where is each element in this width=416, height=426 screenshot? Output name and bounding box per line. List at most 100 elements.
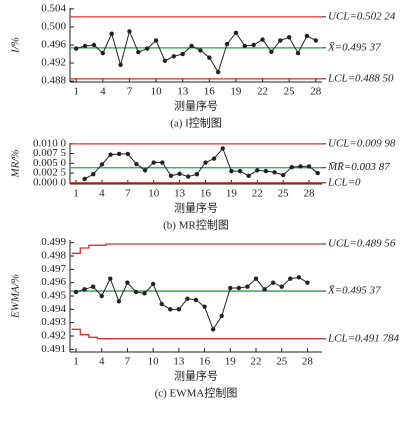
data-point (298, 164, 303, 169)
x-tick-label: 13 (174, 188, 186, 200)
x-tick-label: 16 (199, 356, 211, 368)
y-tick-label: 0.491 (41, 343, 66, 355)
y-tick-label: 0.497 (41, 263, 66, 275)
data-point (159, 301, 164, 307)
data-point (219, 313, 224, 319)
data-point (270, 280, 276, 285)
data-point (125, 280, 130, 285)
data-point (82, 287, 87, 292)
data-point (228, 285, 233, 291)
x-tick-label: 13 (177, 86, 189, 98)
data-point (194, 172, 200, 177)
x-tick-label: 10 (151, 86, 163, 98)
data-point (295, 50, 301, 56)
y-axis-label: EWMA/% (10, 274, 22, 319)
y-tick-label: 0.495 (41, 290, 66, 302)
y-tick-label: 0.496 (41, 39, 66, 51)
x-tick-label: 16 (204, 86, 216, 98)
data-point (109, 31, 114, 36)
x-tick-label: 10 (148, 356, 160, 368)
reference-label: X̄=0.495 37 (327, 41, 381, 53)
x-tick-label: 1 (73, 188, 79, 200)
caption: (c) EWMA控制图 (155, 386, 238, 400)
data-point (193, 297, 199, 303)
data-point (168, 307, 173, 312)
data-point (289, 165, 294, 170)
x-tick-label: 28 (304, 188, 316, 200)
data-point (215, 69, 221, 75)
reference-label: UCL=0.009 98 (328, 137, 396, 149)
data-point (305, 280, 310, 285)
caption: (b) MR控制图 (163, 218, 229, 232)
x-tick-label: 1 (73, 86, 79, 98)
data-point (144, 46, 150, 51)
data-point (304, 33, 310, 39)
data-point (207, 55, 212, 60)
data-point (150, 281, 156, 287)
x-tick-label: 16 (200, 188, 212, 200)
data-point (242, 43, 248, 49)
data-point (185, 296, 190, 301)
y-tick-label: 0.500 (41, 20, 66, 32)
data-point (211, 156, 217, 161)
y-tick-label: 0.488 (41, 75, 66, 87)
y-tick-label: 0.010 0 (33, 137, 67, 149)
reference-label: LCL=0.491 784 (327, 332, 399, 344)
data-point (90, 284, 96, 289)
data-point (82, 176, 87, 182)
data-point (180, 51, 185, 57)
x-tick-label: 10 (148, 188, 160, 200)
data-point (286, 35, 292, 40)
reference-label: M̄R̄=0.003 87 (327, 161, 390, 173)
x-tick-label: 7 (125, 188, 131, 200)
data-point (116, 299, 122, 304)
data-point (125, 151, 131, 157)
y-tick-label: 0.005 0 (33, 157, 67, 169)
x-tick-label: 1 (73, 356, 79, 368)
data-point (229, 168, 234, 174)
data-point (160, 160, 165, 165)
data-line (84, 147, 318, 180)
data-point (151, 160, 156, 165)
data-point (198, 48, 203, 53)
data-point (91, 42, 97, 48)
data-point (255, 168, 260, 173)
x-tick-label: 28 (302, 356, 314, 368)
data-point (224, 41, 230, 47)
data-point (253, 276, 259, 281)
x-axis-label: 测量序号 (174, 99, 218, 113)
data-point (189, 43, 194, 49)
data-point (99, 293, 104, 299)
y-tick-label: 0.496 (41, 276, 66, 288)
data-point (262, 287, 267, 292)
data-point (288, 276, 293, 281)
x-tick-label: 4 (99, 188, 105, 200)
data-point (133, 289, 139, 295)
data-line (75, 276, 308, 331)
x-tick-label: 19 (225, 356, 237, 368)
data-point (162, 58, 168, 63)
data-point (306, 164, 312, 169)
y-tick-label: 0.493 (41, 316, 66, 328)
data-point (186, 174, 191, 179)
y-tick-label: 0.002 5 (33, 167, 67, 179)
y-tick-label: 0.499 (41, 236, 66, 248)
data-point (278, 38, 283, 43)
reference-label: UCL=0.489 56 (328, 238, 396, 250)
x-tick-label: 28 (310, 86, 322, 98)
x-axis-label: 测量序号 (174, 201, 218, 215)
data-point (203, 160, 208, 165)
data-point (82, 43, 88, 49)
data-point (236, 285, 242, 291)
data-point (176, 307, 182, 312)
data-point (296, 275, 302, 280)
data-point (233, 30, 239, 36)
x-tick-label: 19 (230, 86, 242, 98)
data-point (153, 38, 159, 43)
data-line (76, 29, 317, 74)
reference-label: LCL=0.488 50 (327, 72, 394, 84)
y-tick-label: 0.498 (41, 250, 66, 262)
data-point (134, 161, 139, 167)
data-point (251, 42, 256, 48)
data-point (142, 168, 148, 173)
